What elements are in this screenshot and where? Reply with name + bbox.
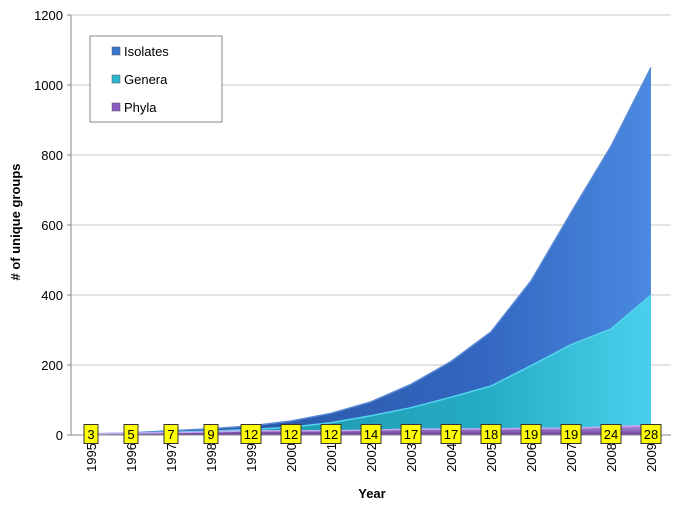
- data-label-text: 12: [324, 427, 338, 442]
- data-label-box: [560, 424, 582, 444]
- x-tick-label: 2007: [564, 443, 579, 472]
- data-label: 7: [163, 424, 179, 444]
- y-tick-label: 1200: [34, 8, 63, 23]
- x-tick-label: 2008: [604, 443, 619, 472]
- y-tick-label: 800: [41, 148, 63, 163]
- plot-area: [90, 67, 652, 435]
- x-axis-ticks: 1995 1996 1997 1998 1999 2000 2001 2002 2003 2004…: [84, 443, 659, 472]
- data-label-text: 17: [404, 427, 418, 442]
- data-label-text: 5: [127, 427, 134, 442]
- data-label-box: [520, 424, 542, 444]
- data-label: 12: [320, 424, 342, 444]
- y-tick-label: 400: [41, 288, 63, 303]
- data-label-box: [360, 424, 382, 444]
- legend-swatch-isolates: [111, 46, 121, 56]
- x-tick-label: 2009: [644, 443, 659, 472]
- area-edge-isolates: [90, 67, 652, 435]
- data-label-box: [640, 424, 662, 444]
- data-label: 14: [360, 424, 382, 444]
- data-labels: 3 5 7 9 12 12 12 14 17 17 18 19 19 24 28: [83, 424, 662, 444]
- y-axis-title: # of unique groups: [8, 164, 23, 281]
- y-tick-label: 1000: [34, 78, 63, 93]
- data-label: 17: [440, 424, 462, 444]
- data-label-box: [163, 424, 179, 444]
- data-label: 19: [520, 424, 542, 444]
- area-isolates: [91, 67, 651, 435]
- data-label-text: 19: [524, 427, 538, 442]
- x-tick-label: 1997: [164, 443, 179, 472]
- legend-label-isolates: Isolates: [124, 44, 169, 59]
- data-label-text: 17: [444, 427, 458, 442]
- data-label: 12: [280, 424, 302, 444]
- data-label-text: 7: [167, 427, 174, 442]
- x-tick-label: 1998: [204, 443, 219, 472]
- data-label-box: [123, 424, 139, 444]
- x-tick-label: 2004: [444, 443, 459, 472]
- data-label-box: [480, 424, 502, 444]
- y-axis-ticks: 0 200 400 600 800 1000 1200: [34, 8, 71, 443]
- x-tick-label: 2006: [524, 443, 539, 472]
- x-tick-label: 1996: [124, 443, 139, 472]
- data-label: 17: [400, 424, 422, 444]
- y-tick-label: 600: [41, 218, 63, 233]
- data-label-text: 12: [244, 427, 258, 442]
- data-label-box: [83, 424, 99, 444]
- data-label-text: 3: [87, 427, 94, 442]
- data-label-text: 9: [207, 427, 214, 442]
- data-label: 12: [240, 424, 262, 444]
- x-tick-label: 2003: [404, 443, 419, 472]
- data-label-text: 18: [484, 427, 498, 442]
- data-label: 9: [203, 424, 219, 444]
- data-label-text: 28: [644, 427, 658, 442]
- x-tick-label: 2000: [284, 443, 299, 472]
- x-tick-label: 2002: [364, 443, 379, 472]
- x-tick-label: 1999: [244, 443, 259, 472]
- data-label-text: 19: [564, 427, 578, 442]
- data-label-text: 24: [604, 427, 618, 442]
- legend-swatch-genera: [111, 74, 121, 84]
- data-label: 19: [560, 424, 582, 444]
- area-genera: [91, 295, 651, 435]
- y-tick-label: 0: [56, 428, 63, 443]
- data-label-box: [400, 424, 422, 444]
- data-label: 18: [480, 424, 502, 444]
- data-label-box: [320, 424, 342, 444]
- data-label-box: [203, 424, 219, 444]
- legend: Isolates Genera Phyla: [89, 35, 223, 123]
- data-label-box: [280, 424, 302, 444]
- data-label-box: [600, 424, 622, 444]
- legend-label-genera: Genera: [124, 72, 168, 87]
- x-tick-label: 2001: [324, 443, 339, 472]
- data-label-box: [440, 424, 462, 444]
- data-label-text: 12: [284, 427, 298, 442]
- x-axis-title: Year: [358, 486, 385, 501]
- y-tick-label: 200: [41, 358, 63, 373]
- data-label-box: [240, 424, 262, 444]
- legend-label-phyla: Phyla: [124, 100, 157, 115]
- data-label: 3: [83, 424, 99, 444]
- data-label: 5: [123, 424, 139, 444]
- data-label-text: 14: [364, 427, 378, 442]
- data-label: 28: [640, 424, 662, 444]
- x-tick-label: 2005: [484, 443, 499, 472]
- data-label: 24: [600, 424, 622, 444]
- x-tick-label: 1995: [84, 443, 99, 472]
- legend-swatch-phyla: [111, 102, 121, 112]
